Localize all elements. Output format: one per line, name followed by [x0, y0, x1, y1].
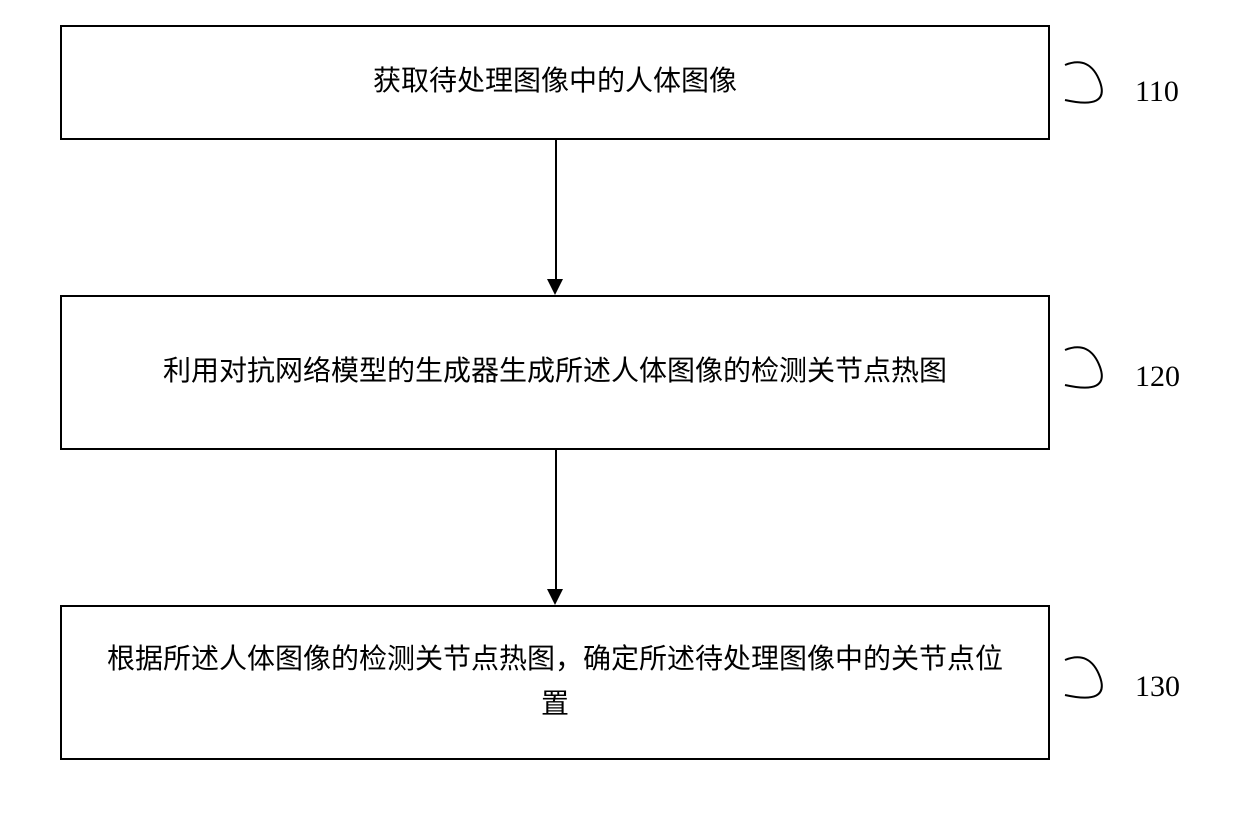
step-label-120: 120 [1135, 360, 1180, 394]
step-box-130: 根据所述人体图像的检测关节点热图，确定所述待处理图像中的关节点位置 [60, 605, 1050, 760]
step-box-110: 获取待处理图像中的人体图像 [60, 25, 1050, 140]
bracket-130 [1060, 655, 1120, 700]
step-text-110: 获取待处理图像中的人体图像 [373, 60, 737, 105]
step-text-130: 根据所述人体图像的检测关节点热图，确定所述待处理图像中的关节点位置 [102, 638, 1008, 728]
arrow-1-head [547, 279, 563, 295]
step-text-120: 利用对抗网络模型的生成器生成所述人体图像的检测关节点热图 [163, 350, 947, 395]
arrow-1-line [555, 140, 557, 280]
arrow-2-head [547, 589, 563, 605]
bracket-110 [1060, 60, 1120, 105]
arrow-2-line [555, 450, 557, 590]
step-label-130: 130 [1135, 670, 1180, 704]
bracket-120 [1060, 345, 1120, 390]
step-label-110: 110 [1135, 75, 1179, 109]
step-box-120: 利用对抗网络模型的生成器生成所述人体图像的检测关节点热图 [60, 295, 1050, 450]
